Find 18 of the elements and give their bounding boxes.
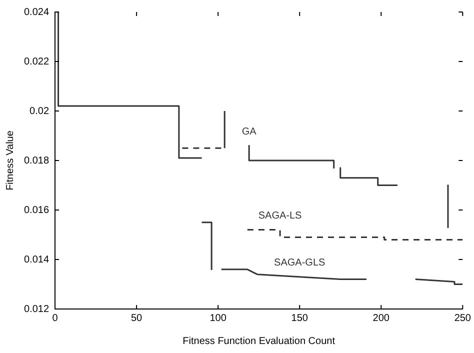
y-tick-label: 0.012 <box>24 304 50 315</box>
x-tick-label: 250 <box>454 312 472 324</box>
x-axis-title: Fitness Function Evaluation Count <box>182 336 336 347</box>
x-tick-label: 50 <box>130 312 143 324</box>
x-tick-label: 200 <box>372 312 390 324</box>
x-tick-label: 0 <box>52 312 58 324</box>
y-tick-label: 0.024 <box>24 6 50 18</box>
y-tick-label: 0.014 <box>24 254 50 266</box>
series-label: SAGA-LS <box>258 210 302 222</box>
y-tick-label: 0.018 <box>24 155 50 166</box>
x-tick-label: 100 <box>210 312 227 324</box>
series-label: SAGA-GLS <box>274 258 326 269</box>
y-axis-title: Fitness Value <box>4 130 16 190</box>
y-tick-label: 0.02 <box>30 106 50 117</box>
x-tick-label: 150 <box>291 312 308 324</box>
series-label: GA <box>242 126 257 138</box>
y-tick-label: 0.016 <box>24 204 50 216</box>
y-tick-label: 0.022 <box>24 56 50 68</box>
